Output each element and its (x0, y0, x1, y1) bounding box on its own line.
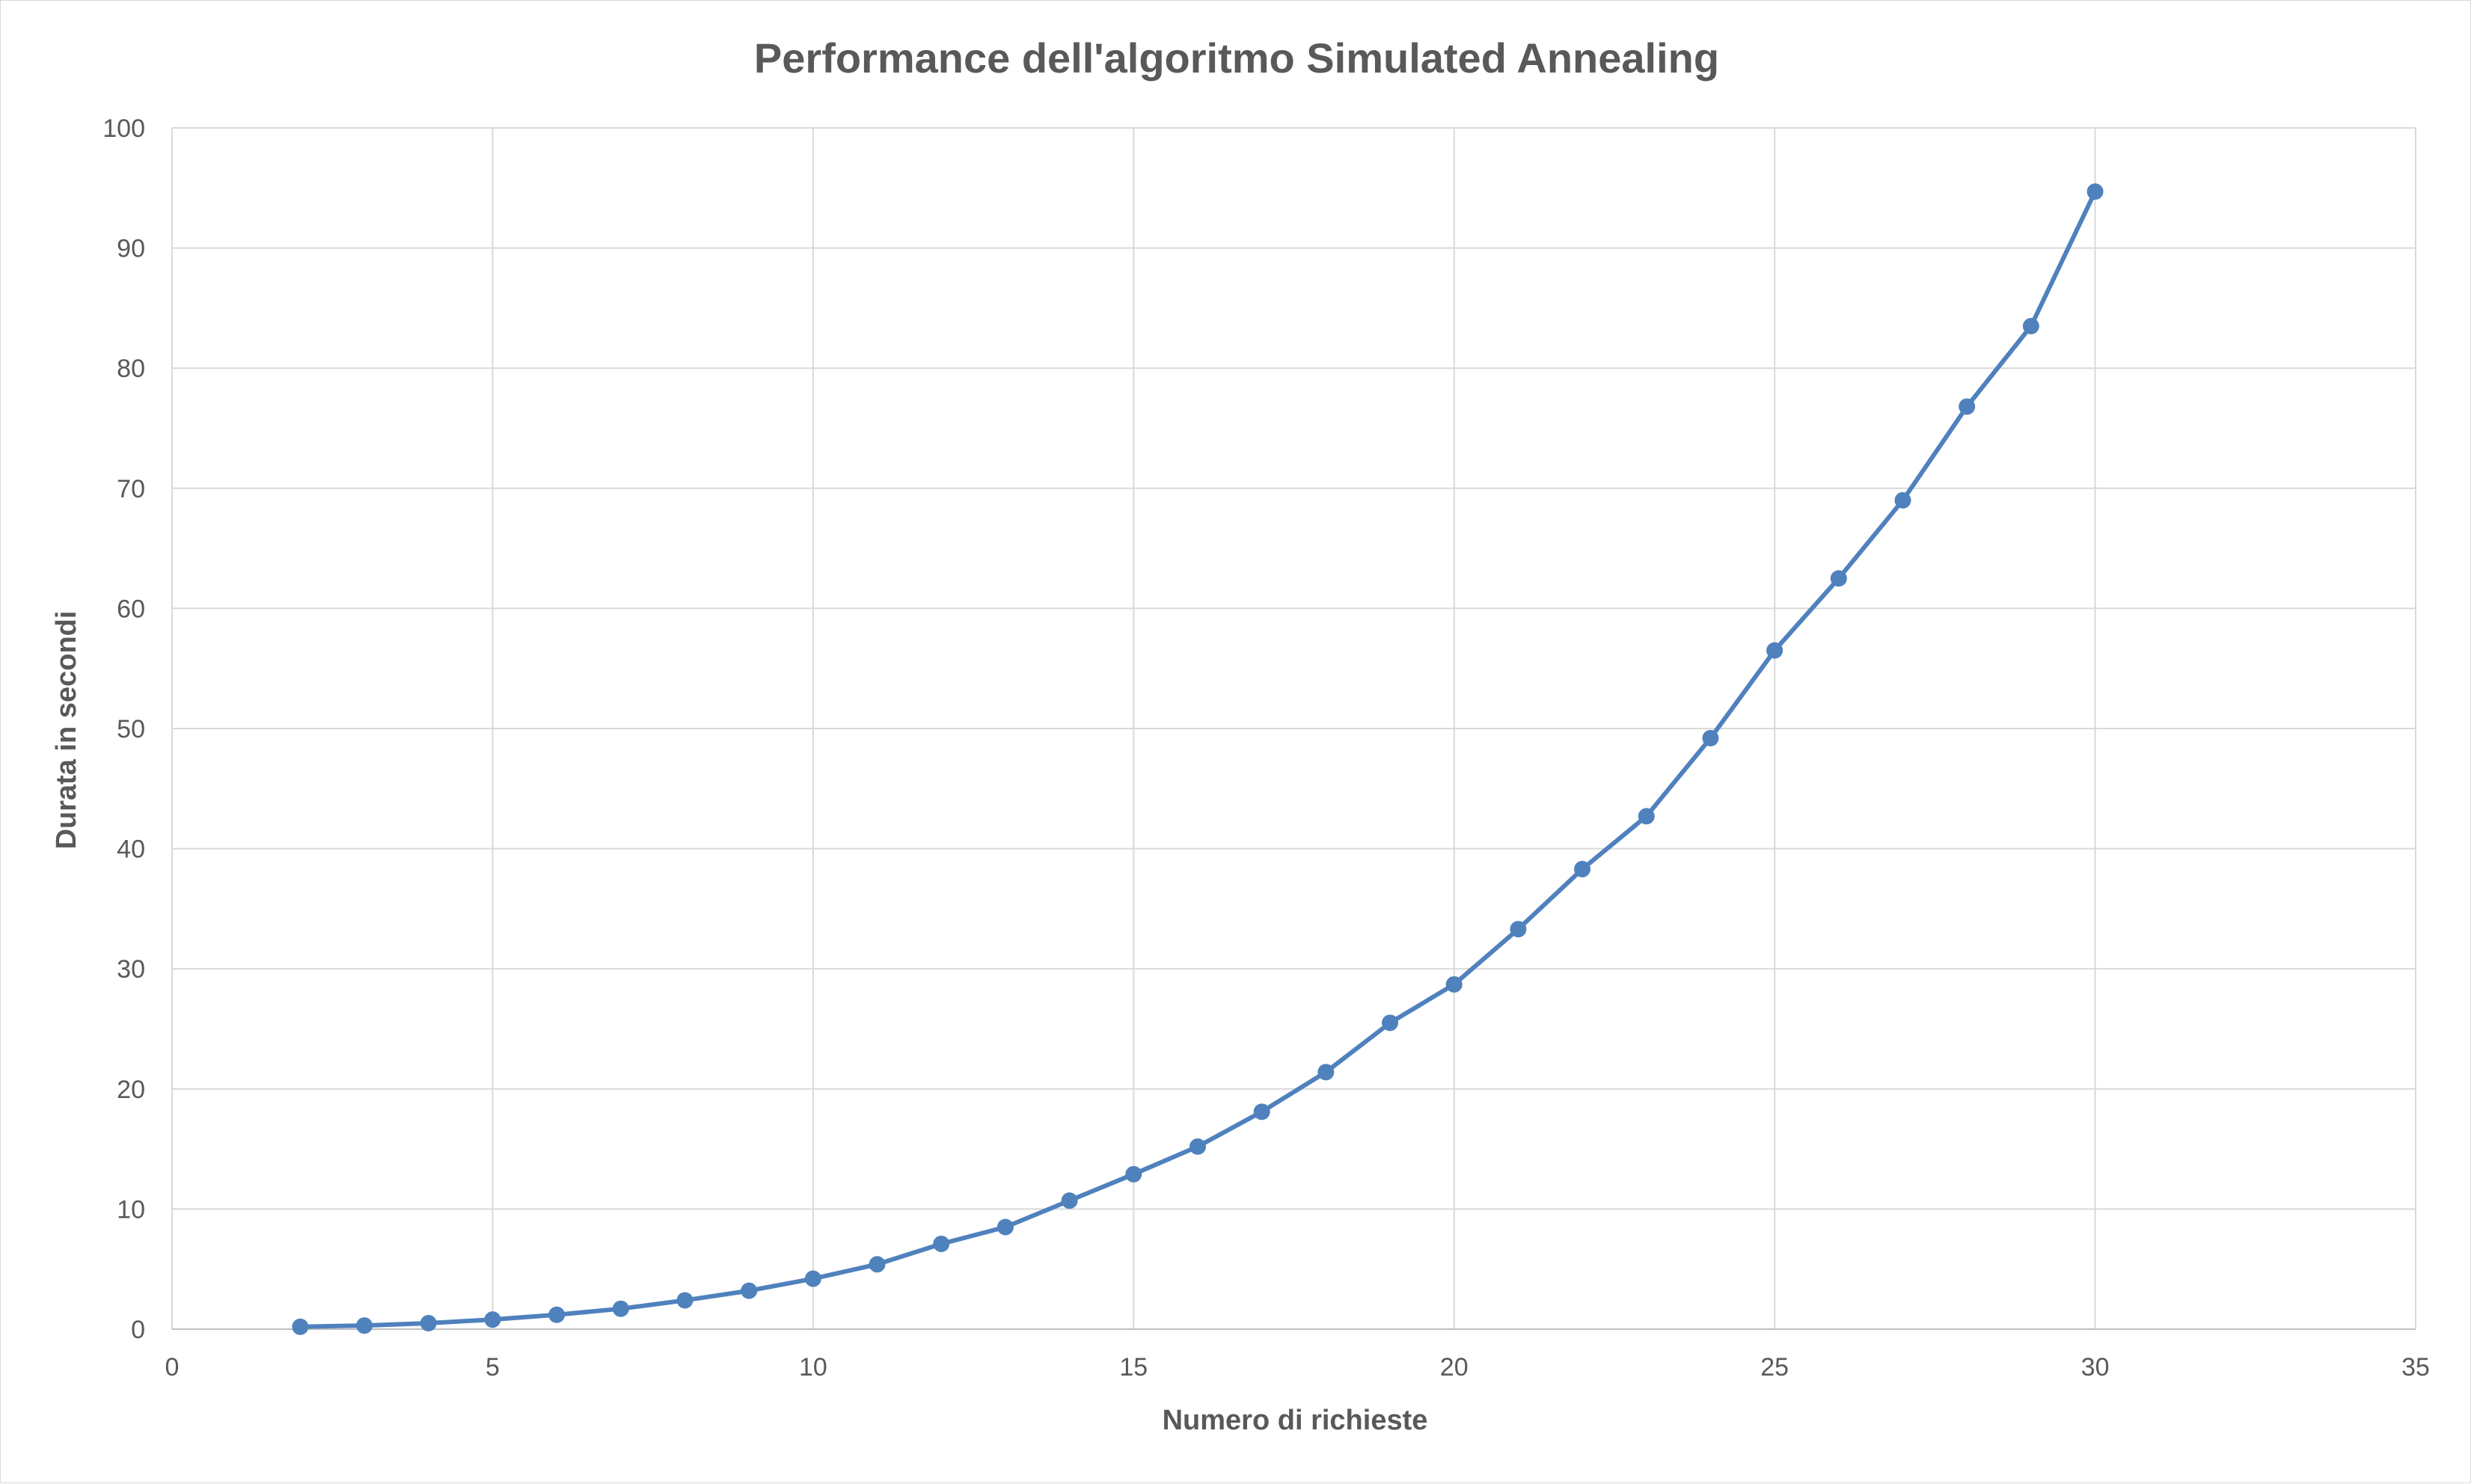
series-layer (292, 183, 2104, 1335)
x-tick-label: 25 (1760, 1353, 1789, 1382)
chart-title: Performance dell'algoritmo Simulated Ann… (754, 34, 1719, 82)
data-point (1125, 1165, 1142, 1183)
data-point (356, 1317, 373, 1334)
x-tick-label: 5 (486, 1353, 500, 1382)
data-point (741, 1282, 758, 1299)
y-tick-label: 20 (117, 1076, 145, 1104)
data-point (1766, 642, 1783, 659)
x-tick-label: 35 (2401, 1353, 2430, 1382)
data-point (1894, 491, 1911, 509)
x-tick-label: 15 (1119, 1353, 1148, 1382)
y-tick-label: 80 (117, 355, 145, 383)
y-tick-label: 40 (117, 835, 145, 864)
data-point (1830, 570, 1847, 587)
data-point (1702, 729, 1719, 746)
y-tick-label: 90 (117, 235, 145, 263)
y-tick-label: 70 (117, 475, 145, 503)
y-tick-label: 60 (117, 595, 145, 623)
data-point (292, 1318, 309, 1335)
data-point (996, 1218, 1014, 1236)
y-axis-title: Durata in secondi (51, 611, 82, 850)
x-tick-label: 30 (2081, 1353, 2110, 1382)
tick-layer: 0 10 20 30 40 50 60 70 80 90 100 0 5 10 15 20 25 30 35 (102, 114, 2430, 1382)
x-axis-title: Numero di richieste (1163, 1405, 1428, 1436)
y-tick-label: 10 (117, 1195, 145, 1224)
data-point (612, 1300, 629, 1317)
x-tick-label: 10 (799, 1353, 827, 1382)
data-point (2022, 317, 2039, 334)
data-point (1253, 1103, 1270, 1120)
y-tick-label: 50 (117, 715, 145, 743)
data-point (484, 1311, 501, 1328)
data-point (1189, 1138, 1206, 1155)
data-point (804, 1270, 821, 1287)
data-point (1638, 808, 1655, 825)
data-point (548, 1306, 566, 1323)
x-tick-label: 20 (1440, 1353, 1469, 1382)
data-point (1574, 860, 1591, 877)
data-point (2086, 183, 2104, 200)
data-point (1317, 1064, 1335, 1081)
x-tick-label: 0 (165, 1353, 180, 1382)
y-tick-label: 100 (102, 114, 145, 143)
series-line (298, 189, 2098, 1329)
data-point (1061, 1192, 1078, 1209)
data-point (1959, 398, 1976, 415)
data-point (933, 1235, 950, 1252)
y-tick-label: 0 (131, 1316, 145, 1344)
grid-layer (171, 127, 2416, 1330)
data-point (420, 1314, 437, 1331)
data-point (869, 1256, 886, 1273)
data-point (1382, 1014, 1399, 1031)
data-point (676, 1292, 693, 1309)
data-point (1510, 921, 1527, 938)
y-tick-label: 30 (117, 955, 145, 984)
data-point (1445, 976, 1463, 993)
